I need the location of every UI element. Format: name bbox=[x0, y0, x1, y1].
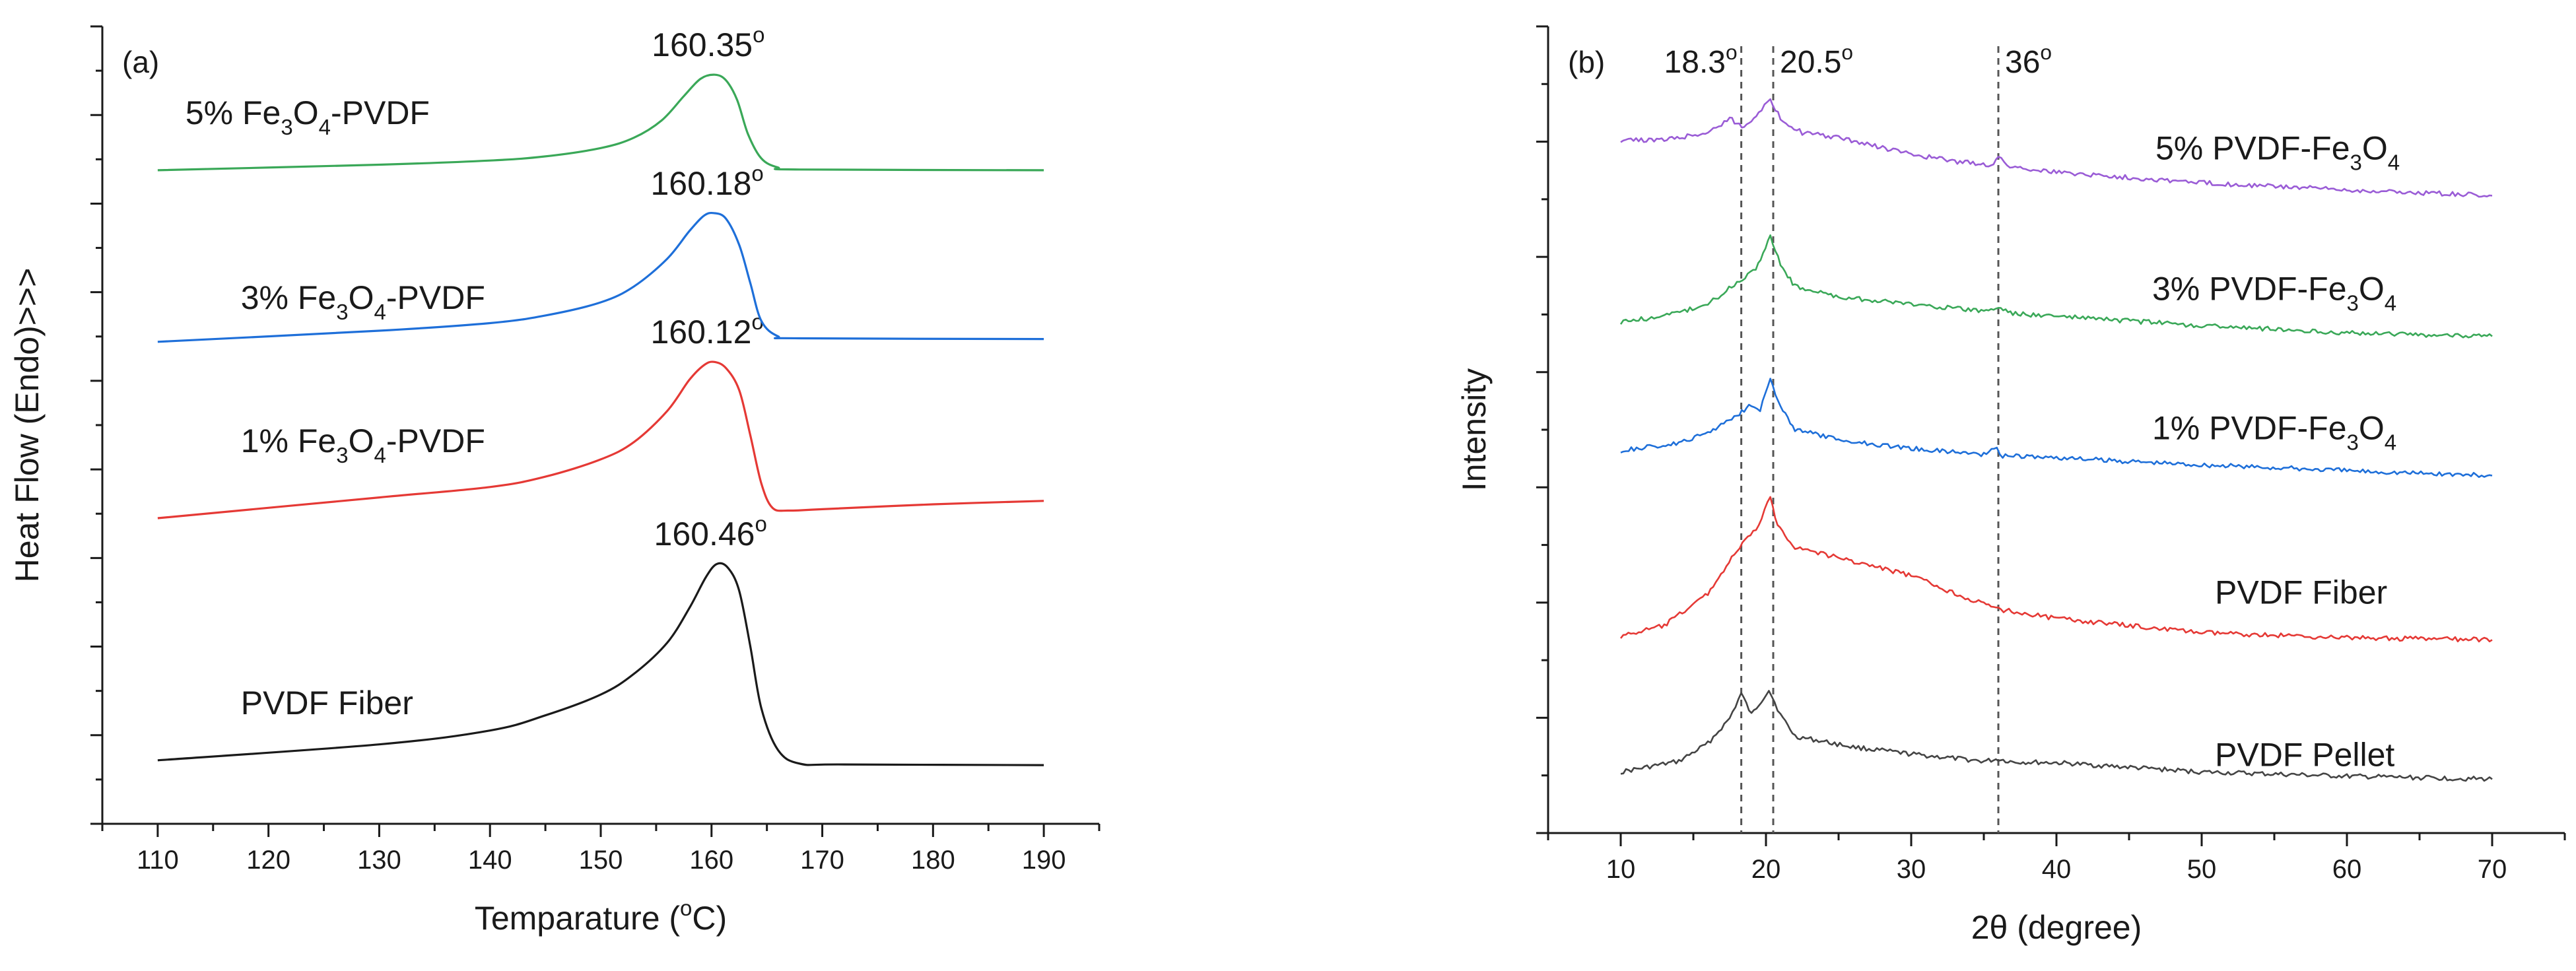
chart-panel-a: 110 120 130 140 150 160 170 180 190 Temparature (… bbox=[9, 22, 1101, 937]
peak-label: 160.46o bbox=[654, 512, 767, 552]
series-line bbox=[157, 211, 1044, 343]
series-label: 1% Fe3O4-PVDF bbox=[241, 422, 485, 467]
x-tick-label: 180 bbox=[911, 846, 955, 875]
series-label: 3% Fe3O4-PVDF bbox=[241, 279, 485, 324]
chart-panel-b: 10 20 30 40 50 60 70 2θ (degree) Intensity (b) 18.… bbox=[1456, 25, 2566, 946]
series-line bbox=[1619, 496, 2493, 643]
x-tick-label: 60 bbox=[2332, 855, 2362, 884]
series-label: 3% PVDF-Fe3O4 bbox=[2152, 271, 2396, 316]
x-tick-label: 110 bbox=[137, 846, 179, 875]
x-axis-title: 2θ (degree) bbox=[1971, 909, 2142, 946]
x-tick-label: 10 bbox=[1606, 855, 1636, 884]
series-line bbox=[157, 360, 1044, 519]
x-tick-label: 170 bbox=[800, 846, 844, 875]
x-tick-label: 130 bbox=[357, 846, 401, 875]
x-axis-title: Temparature (oC) bbox=[475, 896, 727, 937]
peak-label: 160.18o bbox=[650, 161, 763, 202]
series-line bbox=[1619, 234, 2493, 339]
series-line bbox=[1620, 690, 2493, 782]
reference-line-label: 20.5o bbox=[1780, 40, 1853, 80]
reference-line-label: 18.3o bbox=[1664, 40, 1738, 80]
x-tick-label: 160 bbox=[689, 846, 733, 875]
series-line bbox=[1620, 378, 2493, 479]
panel-label: (b) bbox=[1568, 45, 1605, 79]
y-axis-title: Heat Flow (Endo)>>> bbox=[9, 268, 46, 583]
series-label: 1% PVDF-Fe3O4 bbox=[2152, 410, 2396, 455]
series-line bbox=[157, 73, 1044, 172]
x-tick-label: 120 bbox=[246, 846, 290, 875]
x-tick-label: 30 bbox=[1897, 855, 1926, 884]
x-tick-label: 40 bbox=[2042, 855, 2072, 884]
x-tick-label: 70 bbox=[2478, 855, 2507, 884]
series-line bbox=[157, 562, 1044, 766]
peak-label: 160.12o bbox=[650, 310, 763, 351]
x-tick-label: 150 bbox=[579, 846, 623, 875]
x-tick-label: 50 bbox=[2187, 855, 2217, 884]
series-line bbox=[1620, 98, 2493, 198]
x-tick-label: 190 bbox=[1022, 846, 1066, 875]
series-label: 5% Fe3O4-PVDF bbox=[186, 94, 430, 139]
series-label: PVDF Pellet bbox=[2215, 736, 2394, 773]
series-label: 5% PVDF-Fe3O4 bbox=[2155, 129, 2400, 174]
panel-label: (a) bbox=[122, 45, 159, 79]
peak-label: 160.35o bbox=[652, 22, 764, 63]
reference-line-label: 36o bbox=[2005, 40, 2052, 80]
y-axis-title: Intensity bbox=[1456, 368, 1493, 491]
series-label: PVDF Fiber bbox=[241, 685, 413, 721]
series-label: PVDF Fiber bbox=[2215, 574, 2387, 611]
x-tick-label: 140 bbox=[468, 846, 512, 875]
x-tick-label: 20 bbox=[1751, 855, 1781, 884]
